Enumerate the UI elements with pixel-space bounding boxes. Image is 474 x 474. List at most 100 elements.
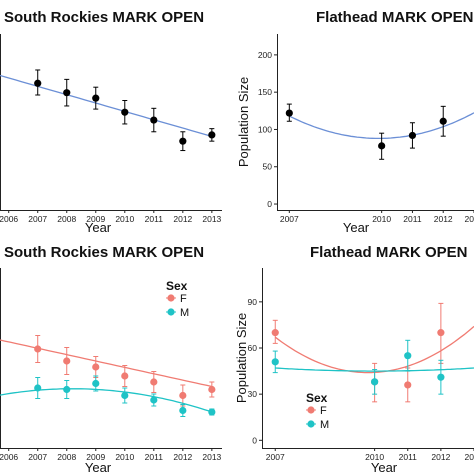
x-tick-label: 2007 [28,452,47,462]
data-point [92,94,100,102]
series-1 [285,103,474,160]
y-axis-label: Population Size [236,77,251,167]
data-point [92,379,100,388]
data-point [92,363,100,371]
x-tick-label: 2011 [399,452,418,462]
y-tick-label: 100 [258,124,272,134]
data-point [34,384,42,392]
y-axis-label: Population Size [234,313,249,403]
series-f [271,302,474,403]
x-tick-label: 2012 [173,452,192,462]
y-tick-label: 0 [267,199,272,209]
x-tick-label: 2011 [145,452,164,462]
x-axis-label: Year [85,220,112,235]
x-tick-label: 2007 [28,214,47,224]
x-axis-label: Year [343,220,370,235]
x-tick-label: 2011 [403,214,422,224]
data-point [439,117,447,125]
legend-label: F [180,293,187,305]
data-point [121,108,129,116]
data-point [371,378,379,386]
series-m [0,375,216,417]
data-point [63,89,71,97]
x-tick-label: 2013 [465,452,474,462]
x-tick-label: 2010 [115,452,134,462]
data-point [208,131,216,139]
legend-title: Sex [166,279,188,293]
chart-panel-1: South Rockies MARK OPEN 2006 2007 2008 2009 2… [0,9,222,235]
data-point [271,358,279,366]
data-point [285,109,293,117]
data-point [63,385,71,394]
data-point [34,79,42,87]
legend-key-dot [307,420,315,428]
series-f [0,335,216,407]
legend-label: F [320,405,327,417]
data-point [208,408,216,416]
x-tick-label: 2012 [431,452,450,462]
x-axis-label: Year [371,460,398,474]
data-point [179,406,187,415]
y-tick-label: 0 [252,435,257,445]
chart-panel-4: Flathead MARK OPEN 0 30 60 90 2007 2010 2011 201… [234,244,474,474]
chart-title: Flathead MARK OPEN [316,9,474,26]
fit-line [0,74,212,138]
fit-line [0,339,212,388]
data-point [437,329,445,337]
data-point [271,329,279,337]
data-point [121,372,129,380]
x-tick-label: 2008 [57,214,76,224]
legend-label: M [180,307,189,319]
x-tick-label: 2013 [202,214,221,224]
data-point [150,378,158,386]
series-m [271,339,474,395]
x-tick-label: 2007 [266,452,285,462]
data-point [150,116,158,124]
data-point [437,373,445,381]
y-tick-label: 200 [258,50,272,60]
data-point [34,345,42,353]
chart-panel-2: Flathead MARK OPEN 0 50 100 150 200 2007 2010 20… [236,9,474,235]
legend-title: Sex [306,391,328,405]
data-point [179,137,187,145]
legend-key-dot [167,308,175,316]
x-tick-label: 2013 [465,214,474,224]
x-tick-label: 2007 [280,214,299,224]
y-tick-label: 150 [258,87,272,97]
x-tick-label: 2012 [173,214,192,224]
chart-title: South Rockies MARK OPEN [4,9,204,26]
x-tick-label: 2010 [115,214,134,224]
y-tick-label: 90 [248,297,258,307]
x-tick-label: 2006 [0,214,18,224]
x-tick-label: 2009 [86,214,105,224]
legend-key-dot [307,406,315,414]
x-tick-label: 2010 [365,452,384,462]
x-tick-label: 2011 [145,214,164,224]
x-tick-label: 2013 [202,452,221,462]
data-point [404,381,412,389]
x-tick-label: 2009 [86,452,105,462]
chart-title: Flathead MARK OPEN [310,244,468,261]
x-tick-label: 2012 [434,214,453,224]
y-tick-label: 50 [263,162,273,172]
data-point [150,396,158,404]
data-point [63,357,71,365]
data-point [404,352,412,360]
data-point [408,131,417,140]
data-point [121,391,129,400]
series-1 [0,69,216,152]
legend-label: M [320,419,329,431]
y-tick-label: 30 [248,389,258,399]
x-tick-label: 2010 [372,214,391,224]
data-point [179,391,187,400]
data-point [208,385,216,394]
chart-title: South Rockies MARK OPEN [4,244,204,261]
x-tick-label: 2006 [0,452,18,462]
y-tick-label: 60 [248,343,258,353]
x-tick-label: 2008 [57,452,76,462]
data-point [378,142,386,150]
legend-key-dot [167,294,175,302]
